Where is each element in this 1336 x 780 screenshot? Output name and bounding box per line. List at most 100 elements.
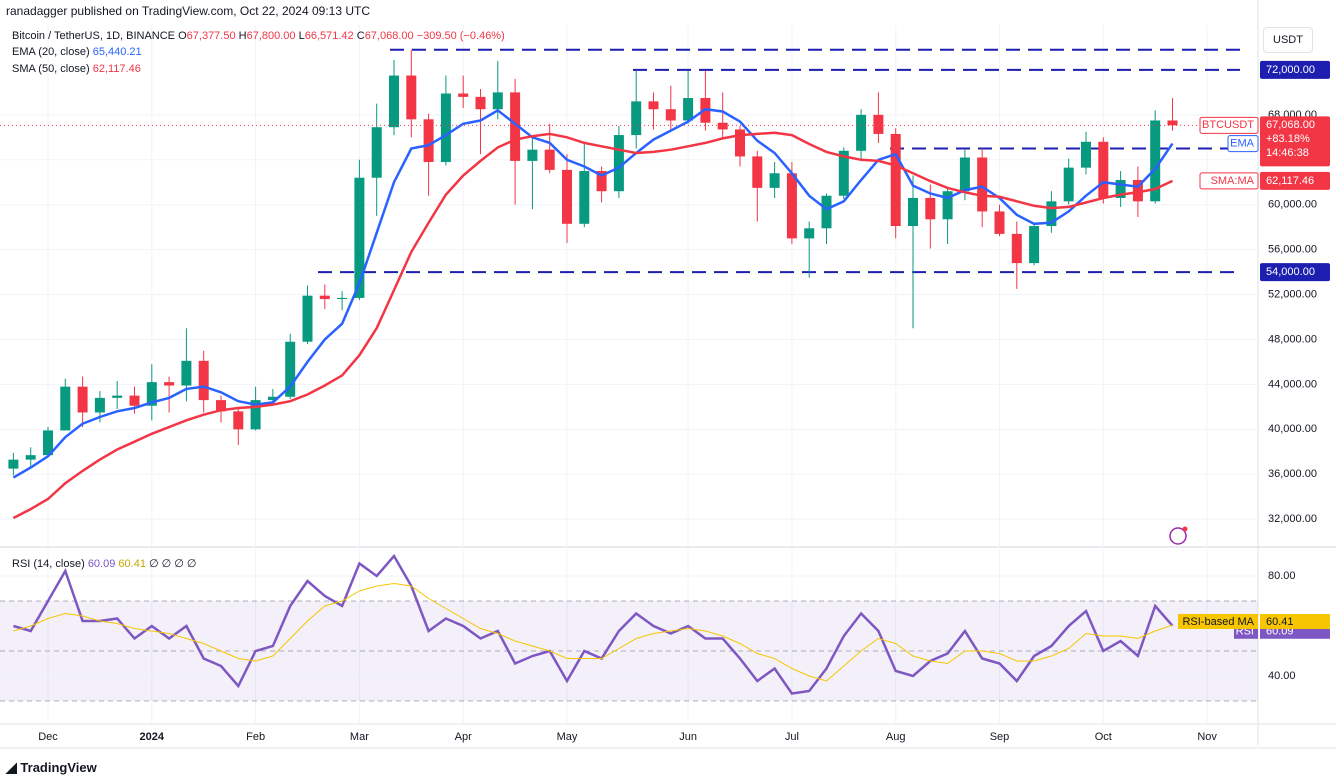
candle-body bbox=[752, 156, 763, 188]
candle-body bbox=[458, 93, 469, 97]
candle-body bbox=[890, 133, 901, 227]
x-tick-label: Jul bbox=[785, 731, 799, 743]
badge-text: 72,000.00 bbox=[1266, 64, 1315, 76]
candle-body bbox=[475, 96, 486, 110]
legend-name: SMA (50, close) bbox=[12, 63, 90, 75]
x-tick-label: Aug bbox=[886, 731, 906, 743]
candle-body bbox=[631, 101, 642, 136]
ohlc-key: H bbox=[238, 30, 247, 42]
badge-text: 54,000.00 bbox=[1266, 266, 1315, 278]
badge-bg bbox=[1260, 263, 1330, 282]
candle-body bbox=[181, 360, 192, 386]
candle-body bbox=[544, 149, 555, 170]
rsi-line bbox=[13, 582, 1173, 682]
candle-body bbox=[1029, 226, 1040, 264]
legend-value: 60.09 bbox=[87, 558, 116, 570]
y-tick-label: 56,000.00 bbox=[1268, 244, 1317, 256]
alert-dot bbox=[1182, 526, 1188, 532]
candle-body bbox=[285, 341, 296, 397]
candle-body bbox=[112, 395, 123, 398]
badge-text: 14:46:38 bbox=[1266, 147, 1309, 159]
badge-text: 60.41 bbox=[1266, 616, 1294, 628]
symbol-legend: Bitcoin / TetherUS, 1D, BINANCE O67,377.… bbox=[12, 30, 505, 42]
candle-body bbox=[43, 430, 53, 456]
candle-body bbox=[146, 382, 157, 406]
candle-body bbox=[856, 114, 867, 151]
x-tick-label: Mar bbox=[350, 731, 369, 743]
sma-legend: SMA (50, close) 62,117.46 bbox=[12, 63, 141, 75]
candle-body bbox=[925, 197, 936, 220]
badge-text: +83.18% bbox=[1266, 133, 1310, 145]
candle-body bbox=[1150, 120, 1161, 202]
candle-body bbox=[164, 382, 175, 386]
candle-body bbox=[735, 129, 745, 157]
candle-body bbox=[510, 92, 521, 161]
candle-body bbox=[838, 150, 849, 196]
rsi-badge: 60.41 RSI-based MA bbox=[1178, 613, 1330, 629]
ohlc-value: 67,800.00 bbox=[246, 30, 296, 42]
candle-body bbox=[1167, 120, 1178, 126]
price-badge: 62,117.46 SMA:MA bbox=[1199, 171, 1330, 190]
y-tick-label: 40.00 bbox=[1268, 670, 1296, 682]
candle-body bbox=[821, 195, 832, 229]
y-tick-label: 36,000.00 bbox=[1268, 468, 1317, 480]
candle-body bbox=[665, 109, 676, 121]
ohlc-value: 66,571.42 bbox=[304, 30, 354, 42]
x-tick-label: Nov bbox=[1197, 731, 1217, 743]
y-tick-label: 60,000.00 bbox=[1268, 199, 1317, 211]
price-badge: 54,000.00 bbox=[1260, 263, 1330, 282]
ma-line bbox=[12, 131, 1174, 520]
candle-body bbox=[60, 386, 71, 431]
candle-body bbox=[1132, 179, 1143, 202]
price-badge: 72,000.00 bbox=[1260, 60, 1330, 79]
legend-value: 65,440.21 bbox=[92, 46, 142, 58]
candle-body bbox=[942, 191, 953, 220]
candle-body bbox=[406, 75, 417, 120]
currency-button[interactable]: USDT bbox=[1263, 27, 1313, 53]
candle-body bbox=[216, 400, 226, 412]
rsi-legend: RSI (14, close) 60.09 60.41 ∅ ∅ ∅ ∅ bbox=[12, 557, 197, 570]
candle-body bbox=[562, 169, 572, 224]
candle-body bbox=[908, 197, 918, 227]
candle-body bbox=[354, 177, 365, 298]
candle-body bbox=[596, 171, 607, 192]
x-tick-label: Apr bbox=[455, 731, 472, 743]
x-tick-label: Sep bbox=[990, 731, 1010, 743]
y-tick-label: 52,000.00 bbox=[1268, 288, 1317, 300]
candle-body bbox=[1098, 141, 1109, 198]
badge-tag bbox=[1199, 172, 1259, 190]
badge-tag-text: SMA:MA bbox=[1211, 175, 1255, 187]
badge-text: 67,068.00 bbox=[1266, 119, 1315, 131]
candle-body bbox=[959, 157, 970, 192]
candle-body bbox=[233, 411, 244, 430]
candle-body bbox=[77, 386, 88, 413]
x-tick-label: Jun bbox=[679, 731, 697, 743]
symbol: Bitcoin / TetherUS, 1D, BINANCE bbox=[12, 30, 176, 42]
ma-line bbox=[12, 107, 1174, 479]
y-tick-label: 40,000.00 bbox=[1268, 423, 1317, 435]
candle-body bbox=[1081, 141, 1091, 168]
candle-body bbox=[440, 93, 451, 163]
candle-body bbox=[873, 114, 884, 134]
alert-icon bbox=[1169, 527, 1187, 545]
ohlc-value: 67,377.50 bbox=[186, 30, 236, 42]
ohlc-key: O bbox=[178, 30, 187, 42]
candle-body bbox=[804, 228, 815, 239]
badge-tag bbox=[1227, 135, 1259, 153]
badge-tag bbox=[1178, 613, 1258, 629]
y-tick-label: 80.00 bbox=[1268, 570, 1296, 582]
legend-name: RSI (14, close) bbox=[12, 558, 85, 570]
candle-body bbox=[129, 395, 140, 406]
candle-body bbox=[8, 459, 19, 469]
price-badge: 67,068.00 +83.18% 14:46:38 BTCUSDT bbox=[1199, 116, 1330, 167]
publisher: ranadagger published on TradingView.com,… bbox=[6, 4, 371, 18]
candle-body bbox=[371, 127, 382, 178]
legend-value: 60.41 bbox=[118, 558, 146, 570]
badge-tag-text: BTCUSDT bbox=[1202, 119, 1254, 131]
brand: ◢ TradingView bbox=[6, 759, 97, 775]
candle-body bbox=[250, 400, 261, 430]
candle-body bbox=[527, 149, 538, 161]
badge-text: 62,117.46 bbox=[1266, 175, 1314, 187]
